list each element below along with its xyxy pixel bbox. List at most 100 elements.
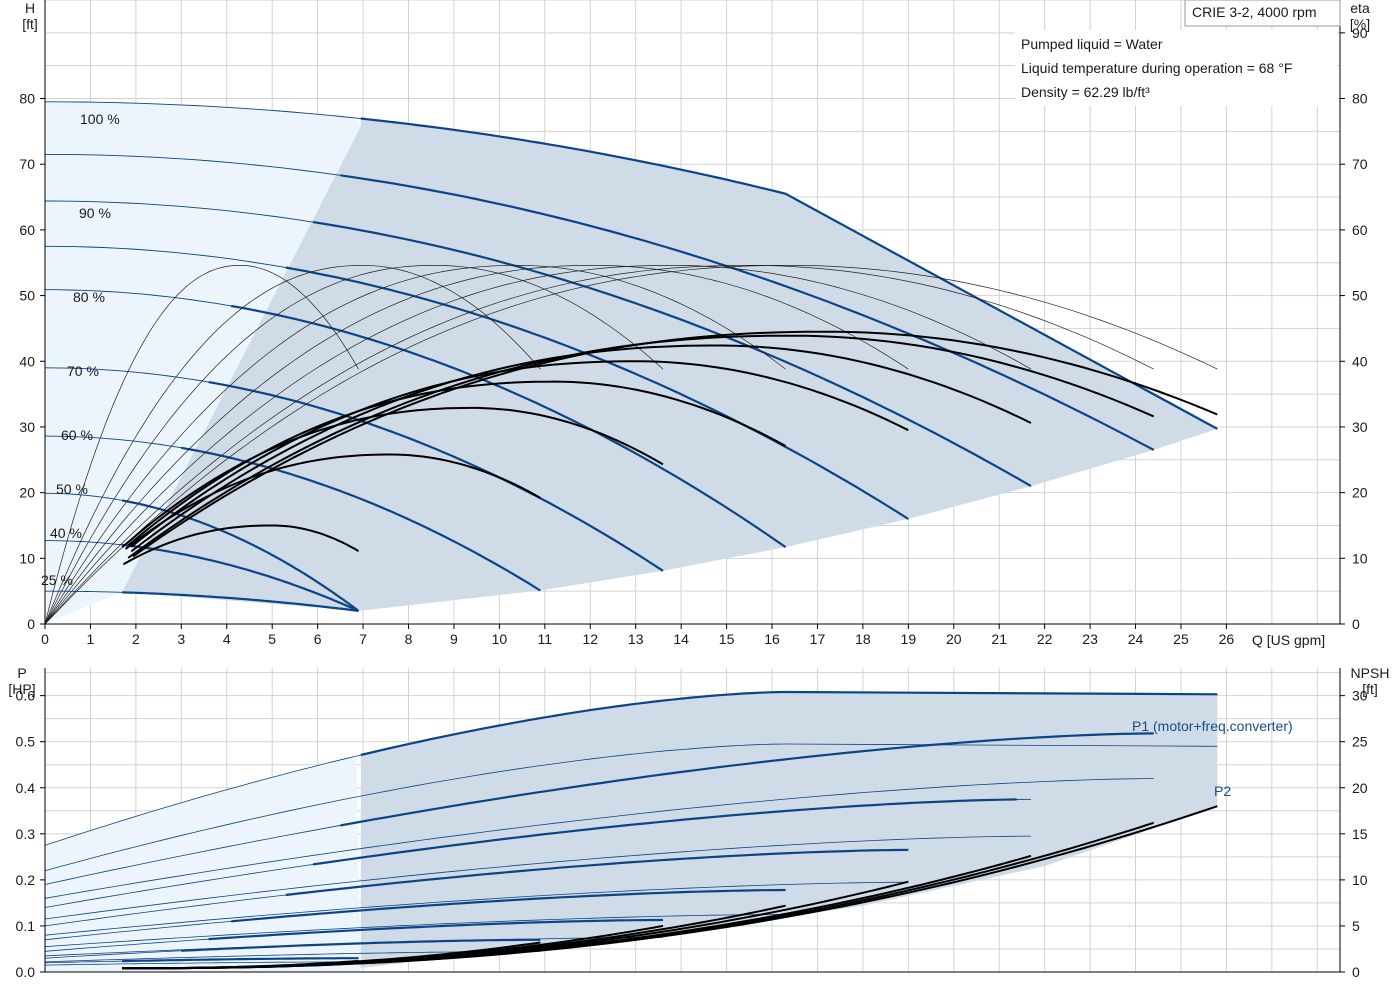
q-tick-label: 18 <box>855 631 871 647</box>
info-box-background <box>1015 30 1337 106</box>
q-tick-label: 15 <box>719 631 735 647</box>
speed-label-50: 50 % <box>56 481 88 497</box>
efficiency-curve-thin <box>44 265 1032 625</box>
q-tick-label: 14 <box>673 631 689 647</box>
q-tick-label: 25 <box>1173 631 1189 647</box>
q-tick-label: 26 <box>1219 631 1235 647</box>
eta-tick-label: 50 <box>1352 288 1368 304</box>
head-curve <box>121 499 360 612</box>
p1-curve <box>312 798 1017 866</box>
q-tick-label: 22 <box>1037 631 1053 647</box>
h-axis-unit: [ft] <box>22 16 38 32</box>
efficiency-curve-thin <box>44 265 909 625</box>
npsh-curve <box>122 959 359 970</box>
head-curve <box>122 591 359 612</box>
head-curve <box>312 221 1032 488</box>
eta-tick-label: 80 <box>1352 91 1368 107</box>
q-tick-label: 16 <box>764 631 780 647</box>
p2-curve <box>44 961 359 966</box>
speed-label-100: 100 % <box>80 111 120 127</box>
p2-curve <box>44 881 909 936</box>
speed-label-80: 80 % <box>73 289 105 305</box>
q-axis-label: Q [US gpm] <box>1252 632 1325 648</box>
q-tick-label: 4 <box>223 631 231 647</box>
efficiency-curve-thin <box>44 265 541 625</box>
operating-region-upper <box>122 118 1218 611</box>
h-tick-label: 30 <box>19 419 35 435</box>
h-tick-label: 60 <box>19 222 35 238</box>
p1-curve <box>122 957 359 963</box>
h-tick-label: 70 <box>19 156 35 172</box>
eta-tick-label: 90 <box>1352 25 1368 41</box>
npsh-tick-label: 5 <box>1352 918 1360 934</box>
efficiency-curve <box>124 453 541 550</box>
upper-operating-region <box>45 101 1218 625</box>
q-tick-label: 19 <box>901 631 917 647</box>
eta-tick-label: 60 <box>1352 222 1368 238</box>
eta-axis-unit: [%] <box>1350 16 1370 32</box>
efficiency-curve-thin <box>44 265 786 625</box>
p-tick-label: 0.3 <box>16 826 36 842</box>
q-tick-label: 21 <box>991 631 1007 647</box>
speed-label-70: 70 % <box>67 363 99 379</box>
head-curve <box>181 446 541 592</box>
q-tick-label: 12 <box>582 631 598 647</box>
q-tick-label: 17 <box>810 631 826 647</box>
head-curve <box>208 381 664 572</box>
p-tick-label: 0.1 <box>16 918 36 934</box>
p-tick-label: 0.6 <box>16 688 36 704</box>
info-line-density: Density = 62.29 lb/ft³ <box>1021 84 1150 100</box>
efficiency-curve-thin <box>44 265 1218 625</box>
p2-curve <box>44 743 1218 872</box>
q-tick-label: 23 <box>1082 631 1098 647</box>
q-tick-label: 6 <box>314 631 322 647</box>
q-tick-label: 7 <box>359 631 367 647</box>
extended-region-upper <box>45 101 361 625</box>
p-axis-unit: [HP] <box>8 681 35 697</box>
head-curve <box>122 543 359 612</box>
q-tick-label: 9 <box>450 631 458 647</box>
npsh-axis-unit: [ft] <box>1362 681 1378 697</box>
eta-tick-label: 40 <box>1352 353 1368 369</box>
h-tick-label: 40 <box>19 353 35 369</box>
efficiency-curve-thin <box>44 265 1154 625</box>
head-curve <box>231 304 787 549</box>
p-tick-label: 0.5 <box>16 734 36 750</box>
h-tick-label: 80 <box>19 91 35 107</box>
head-curve <box>360 117 1218 430</box>
q-tick-label: 2 <box>132 631 140 647</box>
p-axis-title: P <box>17 665 26 681</box>
axes <box>40 0 1345 973</box>
speed-label-90: 90 % <box>79 205 111 221</box>
h-axis-title: H <box>25 0 35 16</box>
speed-label-60: 60 % <box>61 427 93 443</box>
p2-curve <box>44 835 1032 920</box>
p1-curve <box>360 690 1218 757</box>
q-tick-label: 11 <box>538 631 553 647</box>
extended-region-lower <box>45 756 361 972</box>
p2-curve <box>44 937 663 957</box>
p1-curve <box>285 848 909 897</box>
npsh-tick-label: 25 <box>1352 734 1368 750</box>
eta-tick-label: 10 <box>1352 550 1368 566</box>
q-tick-label: 13 <box>628 631 644 647</box>
p2-series-label: P2 <box>1214 783 1231 799</box>
q-tick-label: 24 <box>1128 631 1144 647</box>
eta-tick-label: 0 <box>1352 616 1360 632</box>
info-line-liquid: Pumped liquid = Water <box>1021 36 1163 52</box>
npsh-tick-label: 30 <box>1352 688 1368 704</box>
speed-label-40: 40 % <box>50 525 82 541</box>
efficiency-curve <box>132 330 1218 558</box>
h-tick-label: 10 <box>19 550 35 566</box>
npsh-axis-title: NPSH <box>1351 665 1390 681</box>
p-tick-label: 0.4 <box>16 780 36 796</box>
chart-title: CRIE 3-2, 4000 rpm <box>1192 4 1317 20</box>
lower-panel-curves <box>44 690 1218 970</box>
p2-curve <box>44 778 1154 899</box>
q-tick-label: 1 <box>87 631 95 647</box>
npsh-tick-label: 15 <box>1352 826 1368 842</box>
head-curve <box>285 266 909 520</box>
npsh-tick-label: 10 <box>1352 872 1368 888</box>
upper-panel-curves <box>44 101 1218 625</box>
